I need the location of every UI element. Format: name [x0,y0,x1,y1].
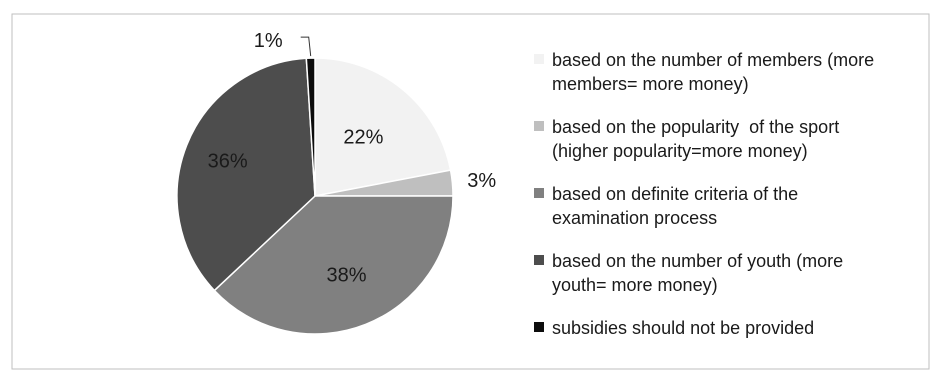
legend-swatch-3 [534,188,544,198]
legend-swatch-1 [534,54,544,64]
pie-slices [176,57,454,335]
legend-swatch-5 [534,322,544,332]
pie-slice-5 [305,57,316,197]
data-label-4: 36% [208,151,248,173]
legend-swatch-4 [534,255,544,265]
legend-label-1-line-1: based on the number of members (more [552,50,874,70]
leader-line [300,36,312,57]
pie-slice-4 [176,57,316,292]
data-label-1: 22% [343,127,383,149]
data-label-5: 1% [254,30,283,52]
legend-label-4-line-2: youth= more money) [552,275,718,295]
pie-slice-3 [213,195,454,335]
legend: based on the number of members (more memb… [534,50,874,338]
legend-label-2-line-2: (higher popularity=more money) [552,141,808,161]
pie-data-labels: 22% 3% 38% 36% 1% [208,30,497,287]
legend-label-3-line-2: examination process [552,208,717,228]
data-label-2: 3% [467,170,496,192]
legend-label-4-line-1: based on the number of youth (more [552,251,843,271]
chart-border [11,13,930,370]
legend-label-1-line-2: members= more money) [552,74,749,94]
legend-swatch-2 [534,121,544,131]
pie-slice-1 [314,57,452,197]
legend-label-5-line-1: subsidies should not be provided [552,318,814,338]
data-label-3: 38% [326,265,366,287]
legend-label-2-line-1: based on the popularity of the sport [552,117,839,137]
legend-label-3-line-1: based on definite criteria of the [552,184,798,204]
